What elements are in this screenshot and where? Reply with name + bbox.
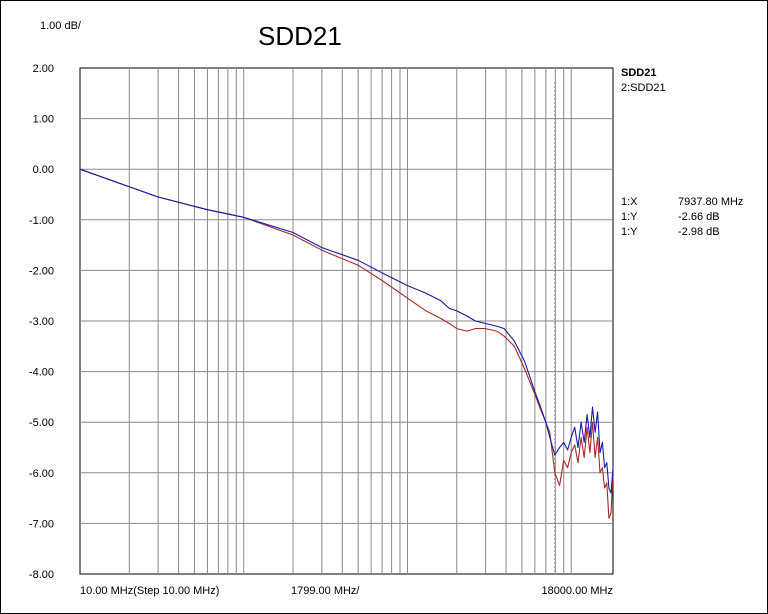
- y-tick-label-2: 0.00: [33, 164, 54, 176]
- marker-y2-value: -2.98 dB: [678, 226, 720, 238]
- marker-y1-label: 1:Y: [621, 211, 638, 223]
- y-tick-label-4: -2.00: [29, 265, 54, 277]
- scale-label: 1.00 dB/: [40, 20, 82, 32]
- chart-title: SDD21: [258, 21, 342, 51]
- x-axis-start-label: 10.00 MHz(Step 10.00 MHz): [80, 585, 219, 597]
- y-tick-label-0: 2.00: [33, 63, 54, 75]
- marker-y1-value: -2.66 dB: [678, 211, 720, 223]
- grid-lines: [80, 68, 613, 574]
- x-axis-middle-label: 1799.00 MHz/: [291, 585, 360, 597]
- y-tick-label-1: 1.00: [33, 114, 54, 126]
- legend-entry-2-sdd21: 2:SDD21: [621, 82, 666, 94]
- y-tick-label-5: -3.00: [29, 316, 54, 328]
- x-axis-end-label: 18000.00 MHz: [541, 585, 613, 597]
- legend-entry-sdd21: SDD21: [621, 67, 656, 79]
- y-tick-labels: 2.00 1.00 0.00 -1.00 -2.00 -3.00 -4.00 -5.00 -6.…: [29, 63, 54, 581]
- y-tick-label-7: -5.00: [29, 417, 54, 429]
- y-tick-label-9: -7.00: [29, 518, 54, 530]
- marker-x-value: 7937.80 MHz: [678, 196, 743, 208]
- y-tick-label-6: -4.00: [29, 367, 54, 379]
- series-layer: [79, 168, 614, 519]
- marker-readout: 1:X 7937.80 MHz 1:Y -2.66 dB 1:Y -2.98 d…: [621, 196, 743, 238]
- marker-x-label: 1:X: [621, 196, 638, 208]
- y-tick-label-8: -6.00: [29, 468, 54, 480]
- y-tick-label-3: -1.00: [29, 215, 54, 227]
- series-line-0: [79, 168, 614, 494]
- marker-y2-label: 1:Y: [621, 226, 638, 238]
- legend: SDD21 2:SDD21: [621, 67, 666, 94]
- y-tick-label-10: -8.00: [29, 569, 54, 581]
